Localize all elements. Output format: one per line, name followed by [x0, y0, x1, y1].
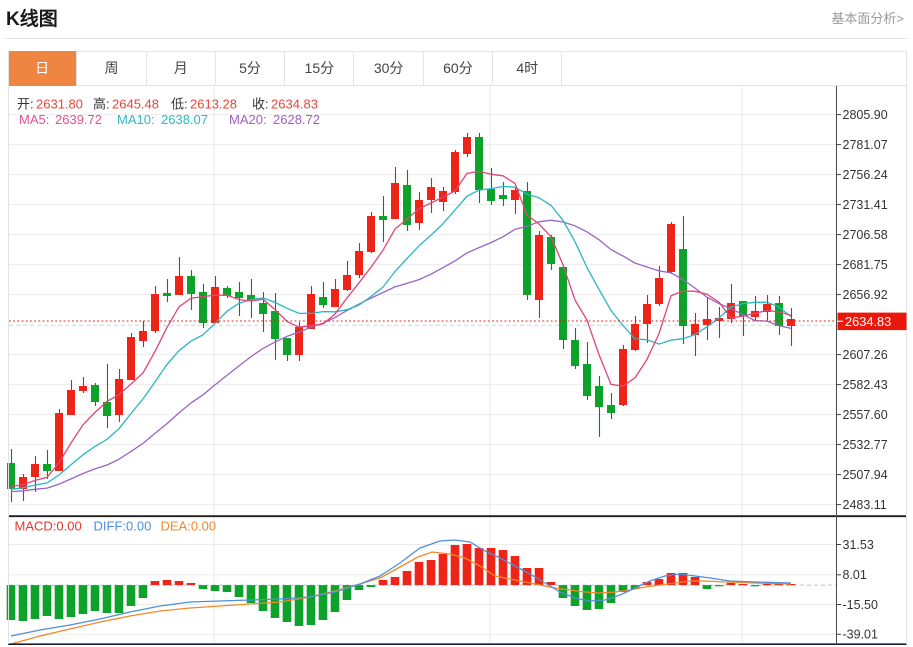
- svg-text:-15.50: -15.50: [843, 598, 878, 612]
- svg-text:开:2631.80高:2645.48低:2613.28收:2: 开: 2631.80 高: 2645.48 低: 2613.28 收: 2634.83: [17, 97, 318, 112]
- svg-text:31.53: 31.53: [843, 538, 874, 552]
- svg-text:2607.26: 2607.26: [843, 348, 888, 362]
- svg-text:2781.07: 2781.07: [843, 138, 888, 152]
- svg-text:2681.75: 2681.75: [843, 258, 888, 272]
- svg-text:2507.94: 2507.94: [843, 468, 888, 482]
- svg-text:2582.43: 2582.43: [843, 378, 888, 392]
- svg-text:2656.92: 2656.92: [843, 288, 888, 302]
- svg-text:2756.24: 2756.24: [843, 168, 888, 182]
- svg-text:2805.90: 2805.90: [843, 108, 888, 122]
- svg-text:2706.58: 2706.58: [843, 228, 888, 242]
- svg-text:8.01: 8.01: [843, 568, 867, 582]
- svg-text:2532.77: 2532.77: [843, 438, 888, 452]
- svg-text:2557.60: 2557.60: [843, 408, 888, 422]
- svg-text:-39.01: -39.01: [843, 628, 878, 642]
- svg-text:2634.83: 2634.83: [845, 314, 891, 329]
- svg-text:2483.11: 2483.11: [843, 498, 887, 512]
- svg-text:2731.41: 2731.41: [843, 198, 888, 212]
